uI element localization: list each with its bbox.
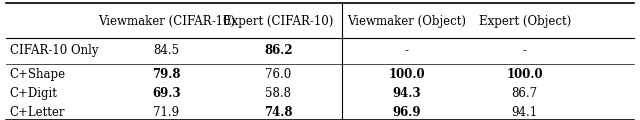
Text: 94.1: 94.1 — [512, 106, 538, 119]
Text: 96.9: 96.9 — [392, 106, 420, 119]
Text: 94.3: 94.3 — [392, 87, 420, 100]
Text: -: - — [523, 44, 527, 57]
Text: C+Shape: C+Shape — [10, 68, 66, 81]
Text: 100.0: 100.0 — [388, 68, 425, 81]
Text: 86.7: 86.7 — [512, 87, 538, 100]
Text: 69.3: 69.3 — [152, 87, 180, 100]
Text: C+Letter: C+Letter — [10, 106, 65, 119]
Text: 76.0: 76.0 — [265, 68, 292, 81]
Text: C+Digit: C+Digit — [10, 87, 58, 100]
Text: Expert (CIFAR-10): Expert (CIFAR-10) — [223, 15, 333, 28]
Text: 74.8: 74.8 — [264, 106, 292, 119]
Text: 100.0: 100.0 — [506, 68, 543, 81]
Text: 86.2: 86.2 — [264, 44, 292, 57]
Text: CIFAR-10 Only: CIFAR-10 Only — [10, 44, 98, 57]
Text: 71.9: 71.9 — [154, 106, 179, 119]
Text: -: - — [404, 44, 408, 57]
Text: 58.8: 58.8 — [266, 87, 291, 100]
Text: Viewmaker (Object): Viewmaker (Object) — [347, 15, 466, 28]
Text: 84.5: 84.5 — [154, 44, 179, 57]
Text: Viewmaker (CIFAR-10): Viewmaker (CIFAR-10) — [98, 15, 235, 28]
Text: Expert (Object): Expert (Object) — [479, 15, 571, 28]
Text: 79.8: 79.8 — [152, 68, 180, 81]
